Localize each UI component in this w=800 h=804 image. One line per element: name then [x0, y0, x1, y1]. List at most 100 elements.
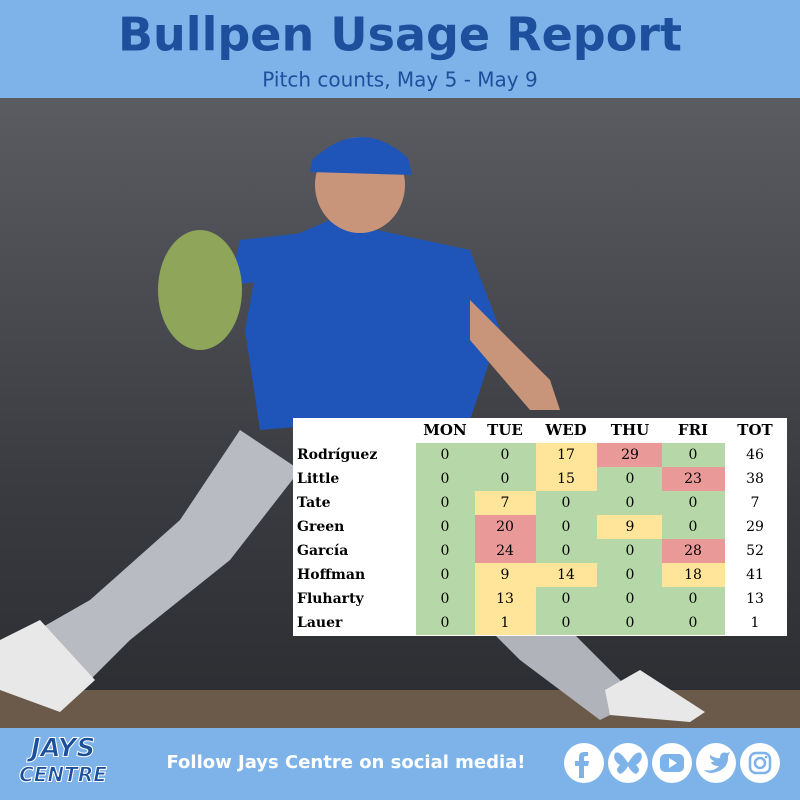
- pitch-count: 0: [441, 447, 450, 463]
- cell: [416, 467, 475, 491]
- cell: [597, 587, 662, 611]
- cell: [475, 587, 536, 611]
- cell: [536, 491, 597, 515]
- cell: [662, 515, 725, 539]
- pitch-count: 29: [621, 447, 639, 463]
- pitch-count: 0: [689, 495, 698, 511]
- pitch-count: 0: [562, 615, 571, 631]
- pitch-count: 0: [441, 567, 450, 583]
- total-count: 1: [751, 615, 760, 631]
- cell: [597, 563, 662, 587]
- cell: [475, 467, 536, 491]
- pitch-count: 0: [562, 591, 571, 607]
- cell: [536, 563, 597, 587]
- pitch-count: 13: [496, 591, 514, 607]
- cell: [416, 491, 475, 515]
- cell: [475, 611, 536, 635]
- cell: [597, 611, 662, 635]
- pitch-count: 17: [557, 447, 575, 463]
- pitch-count: 0: [626, 471, 635, 487]
- cell: [475, 563, 536, 587]
- cell: [662, 611, 725, 635]
- total-count: 52: [746, 543, 764, 559]
- column-header: WED: [544, 421, 586, 439]
- pitch-count: 0: [626, 543, 635, 559]
- pitcher-name: Rodríguez: [297, 447, 377, 463]
- facebook-icon[interactable]: [564, 743, 604, 783]
- total-count: 38: [746, 471, 764, 487]
- pitch-count: 20: [496, 519, 514, 535]
- pitch-count: 0: [441, 471, 450, 487]
- pitch-count: 0: [441, 591, 450, 607]
- title: Bullpen Usage Report: [118, 8, 682, 62]
- cell: [475, 539, 536, 563]
- subtitle: Pitch counts, May 5 - May 9: [262, 68, 537, 92]
- pitch-count: 24: [496, 543, 514, 559]
- pitch-count: 0: [501, 471, 510, 487]
- cell: [597, 443, 662, 467]
- pitcher-name: Hoffman: [297, 567, 365, 583]
- pitch-count: 9: [501, 567, 510, 583]
- pitch-count: 15: [557, 471, 575, 487]
- cell: [416, 515, 475, 539]
- pitch-count: 0: [689, 591, 698, 607]
- pitch-count: 0: [689, 519, 698, 535]
- cell: [416, 563, 475, 587]
- pitch-count: 14: [557, 567, 575, 583]
- cell: [662, 563, 725, 587]
- pitch-count: 0: [441, 519, 450, 535]
- cell: [536, 515, 597, 539]
- column-header: FRI: [678, 421, 708, 439]
- pitch-count: 0: [626, 615, 635, 631]
- logo-bottom: CENTRE: [19, 763, 107, 787]
- pitcher-name: Green: [297, 519, 344, 535]
- total-count: 13: [746, 591, 764, 607]
- cell: [536, 539, 597, 563]
- instagram-icon[interactable]: [740, 743, 780, 783]
- twitter-icon[interactable]: [696, 743, 736, 783]
- cell: [662, 539, 725, 563]
- total-count: 7: [751, 495, 760, 511]
- column-header: THU: [611, 421, 649, 439]
- total-count: 29: [746, 519, 764, 535]
- cell: [536, 443, 597, 467]
- youtube-icon[interactable]: [652, 743, 692, 783]
- total-count: 41: [746, 567, 764, 583]
- social-icons: [564, 743, 780, 783]
- cell: [662, 443, 725, 467]
- cell: [475, 515, 536, 539]
- pitch-count: 0: [626, 591, 635, 607]
- pitch-count: 0: [626, 567, 635, 583]
- cell: [416, 611, 475, 635]
- footer-cta: Follow Jays Centre on social media!: [166, 752, 525, 773]
- cell: [536, 587, 597, 611]
- pitcher-name: Tate: [297, 495, 331, 511]
- pitch-count: 0: [562, 519, 571, 535]
- total-count: 46: [746, 447, 764, 463]
- cell: [475, 491, 536, 515]
- pitch-count: 1: [501, 615, 510, 631]
- pitch-count: 18: [684, 567, 702, 583]
- cell: [536, 467, 597, 491]
- pitch-count: 0: [441, 615, 450, 631]
- cell: [662, 587, 725, 611]
- cell: [662, 491, 725, 515]
- pitch-count: 0: [441, 543, 450, 559]
- cell: [536, 611, 597, 635]
- column-header: TUE: [487, 421, 523, 439]
- pitch-count: 7: [501, 495, 510, 511]
- pitch-count: 0: [501, 447, 510, 463]
- pitch-count: 0: [441, 495, 450, 511]
- pitcher-figure: [0, 136, 705, 722]
- pitch-count: 0: [689, 447, 698, 463]
- pitch-count: 23: [684, 471, 702, 487]
- column-header: MON: [423, 421, 467, 439]
- cell: [475, 443, 536, 467]
- pitch-count: 0: [562, 543, 571, 559]
- cell: [416, 443, 475, 467]
- bluesky-icon[interactable]: [608, 743, 648, 783]
- pitch-count: 0: [562, 495, 571, 511]
- column-header: TOT: [737, 421, 773, 439]
